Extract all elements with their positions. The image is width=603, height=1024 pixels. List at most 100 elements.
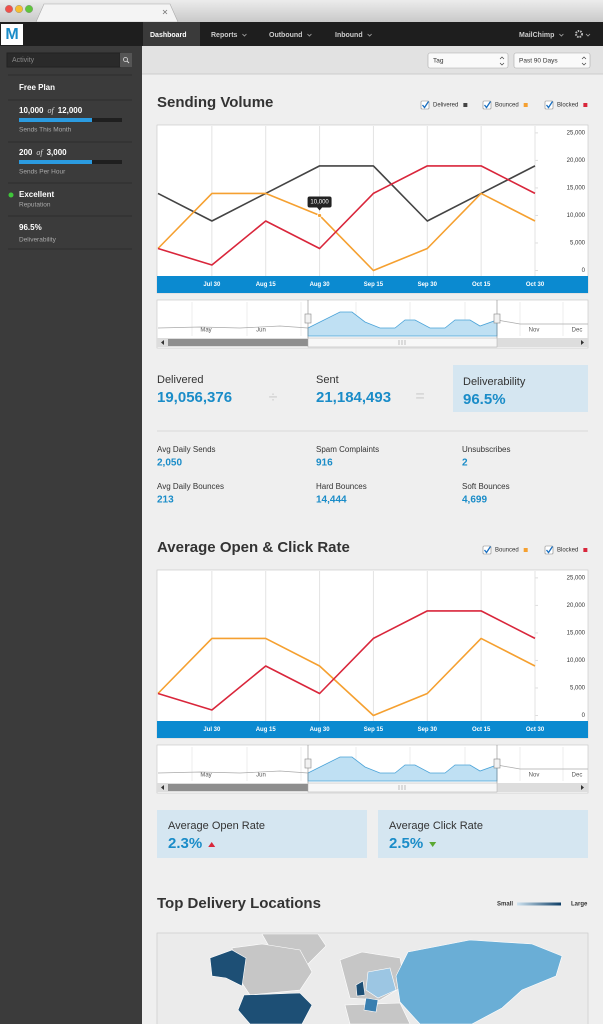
x-axis-band bbox=[157, 721, 588, 738]
x-tick-label: Oct 15 bbox=[472, 282, 491, 288]
scale-label: Large bbox=[571, 902, 588, 908]
stat-value: 2,050 bbox=[157, 458, 182, 469]
x-tick-label: Sep 30 bbox=[418, 727, 438, 733]
country-region bbox=[365, 967, 397, 999]
x-tick-label: Jul 30 bbox=[203, 282, 221, 288]
operator: ÷ bbox=[269, 389, 278, 406]
x-tick-label: Oct 30 bbox=[526, 727, 545, 733]
stat-value: 14,444 bbox=[316, 495, 347, 506]
navigator-month: May bbox=[200, 773, 211, 779]
plan-name: Free Plan bbox=[19, 83, 55, 92]
x-tick-label: Aug 15 bbox=[256, 282, 277, 288]
x-tick-label: Sep 15 bbox=[364, 282, 384, 288]
scrollbar-thumb[interactable] bbox=[307, 782, 498, 793]
navigator-month: Jun bbox=[256, 328, 266, 334]
filter-select[interactable] bbox=[513, 52, 591, 69]
chart-title: Average Open & Click Rate bbox=[157, 539, 350, 556]
legend-swatch bbox=[583, 103, 588, 107]
select-arrows bbox=[581, 56, 587, 66]
trend-arrow bbox=[429, 842, 437, 847]
scroll-right[interactable] bbox=[581, 785, 584, 790]
y-tick-label: 0 bbox=[582, 268, 586, 274]
navigator-month: Nov bbox=[529, 773, 540, 779]
trend-arrow bbox=[208, 842, 216, 847]
scrollbar-thumb[interactable] bbox=[307, 337, 498, 348]
legend-check bbox=[545, 546, 554, 554]
legend-label: Bounced bbox=[495, 103, 519, 109]
navigator-line bbox=[157, 319, 588, 329]
x-tick-label: Jul 30 bbox=[203, 727, 221, 733]
navigator-month: Dec bbox=[572, 328, 583, 334]
scale-gradient bbox=[517, 902, 561, 906]
hover-point[interactable] bbox=[317, 213, 322, 218]
tab-close[interactable] bbox=[162, 9, 168, 15]
x-tick-label: Aug 15 bbox=[256, 727, 277, 733]
legend-label: Blocked bbox=[557, 548, 578, 554]
navigator-handle[interactable] bbox=[493, 313, 501, 324]
total-label: Delivered bbox=[157, 374, 203, 386]
navigator-handle[interactable] bbox=[304, 758, 312, 769]
x-axis-band bbox=[157, 276, 588, 293]
usage-count: 200 bbox=[19, 148, 33, 157]
y-tick-label: 20,000 bbox=[567, 158, 586, 164]
y-tick-label: 20,000 bbox=[567, 603, 586, 609]
status-dot bbox=[8, 192, 14, 198]
country-region bbox=[344, 1002, 411, 1024]
scroll-right[interactable] bbox=[581, 340, 584, 345]
stat-label: Soft Bounces bbox=[462, 482, 510, 491]
search-icon bbox=[123, 57, 128, 62]
operator: = bbox=[415, 388, 424, 405]
total-label: Deliverability bbox=[463, 376, 526, 388]
scroll-left[interactable] bbox=[161, 340, 164, 345]
settings-gear[interactable] bbox=[575, 30, 583, 38]
x-tick-label: Sep 30 bbox=[418, 282, 438, 288]
y-tick-label: 25,000 bbox=[567, 130, 586, 136]
nav-tab[interactable]: Inbound bbox=[335, 32, 363, 39]
window-button[interactable] bbox=[4, 4, 13, 13]
stat-value: 4,699 bbox=[462, 495, 487, 506]
usage-limit: 12,000 bbox=[58, 106, 83, 115]
stat-value: 2 bbox=[462, 458, 468, 469]
filter-select[interactable] bbox=[427, 52, 509, 69]
y-tick-label: 5,000 bbox=[570, 241, 586, 247]
window-button[interactable] bbox=[25, 4, 34, 13]
scroll-left[interactable] bbox=[161, 785, 164, 790]
navigator-handle[interactable] bbox=[304, 313, 312, 324]
nav-tab[interactable]: Outbound bbox=[269, 32, 302, 39]
legend-swatch bbox=[523, 103, 528, 107]
legend-label: Delivered bbox=[433, 103, 458, 109]
progress-fill bbox=[19, 118, 92, 122]
country-region bbox=[209, 949, 247, 987]
stat-label: Hard Bounces bbox=[316, 482, 367, 491]
y-tick-label: 5,000 bbox=[570, 686, 586, 692]
reputation-value: Excellent bbox=[19, 190, 54, 199]
stat-label: Spam Complaints bbox=[316, 445, 379, 454]
series-line bbox=[157, 192, 536, 272]
tooltip-label: 10,000 bbox=[310, 200, 329, 206]
total-value: 19,056,376 bbox=[157, 389, 232, 406]
world-map bbox=[209, 933, 563, 1024]
sidebar bbox=[0, 46, 142, 1024]
navigator-handle[interactable] bbox=[493, 758, 501, 769]
usage-of: of bbox=[47, 106, 55, 115]
series-line bbox=[157, 165, 536, 222]
filter-value: Tag bbox=[433, 58, 444, 65]
deliverability-value: 96.5% bbox=[19, 223, 42, 232]
stat-label: Avg Daily Bounces bbox=[157, 482, 224, 491]
navigator-line bbox=[157, 764, 588, 774]
logo[interactable]: M bbox=[5, 26, 18, 43]
dropdown-caret bbox=[242, 33, 247, 37]
nav-tab[interactable]: Reports bbox=[211, 32, 238, 39]
select-arrows bbox=[499, 56, 505, 66]
active-tab bbox=[143, 22, 200, 46]
usage-label: Sends This Month bbox=[19, 127, 72, 134]
rate-value: 2.5% bbox=[389, 835, 423, 852]
search-button[interactable] bbox=[120, 53, 132, 67]
nav-tab[interactable]: Dashboard bbox=[150, 32, 187, 39]
account-menu[interactable]: MailChimp bbox=[519, 32, 554, 39]
search-placeholder: Activity bbox=[12, 57, 35, 64]
total-value: 96.5% bbox=[463, 391, 506, 408]
window-button[interactable] bbox=[14, 4, 23, 13]
y-tick-label: 10,000 bbox=[567, 658, 586, 664]
stat-value: 916 bbox=[316, 458, 333, 469]
